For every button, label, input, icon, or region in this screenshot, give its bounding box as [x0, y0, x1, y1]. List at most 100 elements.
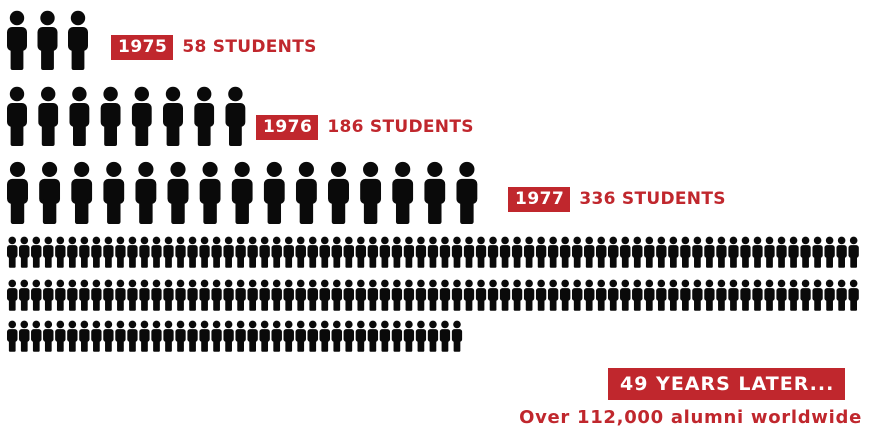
person-icon	[163, 86, 183, 146]
person-icon	[403, 320, 415, 352]
person-icon	[127, 320, 138, 352]
year-label-1976: 1976	[256, 115, 319, 140]
person-icon	[139, 320, 150, 352]
person-icon	[127, 236, 138, 268]
person-icon	[247, 236, 258, 268]
person-icon	[403, 279, 415, 311]
person-icon	[223, 236, 234, 268]
person-icon	[187, 236, 198, 268]
person-icon	[836, 279, 847, 311]
year-label-1977: 1977	[508, 187, 571, 212]
person-icon	[620, 279, 631, 311]
person-icon	[139, 236, 150, 268]
person-icon	[295, 236, 306, 268]
person-icon	[764, 279, 775, 311]
person-icon	[55, 320, 66, 352]
person-icon	[271, 320, 282, 352]
person-icon	[788, 279, 799, 311]
person-icon	[848, 236, 859, 268]
person-row-1976	[7, 86, 246, 146]
year-label-1975: 1975	[111, 35, 174, 60]
person-icon	[225, 86, 246, 146]
person-icon	[187, 279, 198, 311]
person-icon	[194, 86, 215, 146]
person-icon	[163, 279, 174, 311]
person-icon	[583, 279, 595, 311]
person-icon	[91, 236, 102, 268]
person-icon	[692, 279, 703, 311]
person-icon	[439, 279, 451, 311]
person-icon	[235, 320, 246, 352]
person-icon	[511, 236, 523, 268]
person-icon	[391, 320, 403, 352]
person-icon	[71, 161, 93, 224]
person-icon	[812, 279, 823, 311]
person-icon	[776, 236, 787, 268]
person-row-1975	[7, 10, 88, 70]
person-icon	[295, 161, 317, 224]
person-icon	[271, 236, 282, 268]
alumni-worldwide-text: Over 112,000 alumni worldwide	[519, 407, 862, 428]
person-icon	[379, 279, 391, 311]
person-icon	[263, 161, 285, 224]
person-icon	[127, 279, 138, 311]
person-icon	[67, 279, 78, 311]
person-icon	[716, 279, 727, 311]
person-icon	[668, 279, 679, 311]
person-icon	[571, 279, 583, 311]
person-icon	[19, 279, 30, 311]
person-icon	[31, 236, 42, 268]
person-icon	[187, 320, 198, 352]
person-icon	[608, 279, 619, 311]
person-icon	[824, 236, 835, 268]
person-icon	[68, 10, 88, 70]
person-icon	[463, 236, 475, 268]
person-icon	[415, 279, 427, 311]
person-icon	[487, 236, 499, 268]
person-icon	[151, 320, 162, 352]
person-icon	[776, 279, 787, 311]
count-label-1975: 58 STUDENTS	[182, 37, 317, 57]
person-icon	[283, 320, 294, 352]
person-icon	[427, 279, 439, 311]
person-icon	[163, 320, 174, 352]
person-row-alumni-3	[7, 320, 463, 352]
person-icon	[295, 279, 306, 311]
person-icon	[499, 236, 511, 268]
person-icon	[167, 161, 189, 224]
person-icon	[367, 320, 379, 352]
person-icon	[319, 320, 331, 352]
person-icon	[692, 236, 703, 268]
person-icon	[632, 279, 643, 311]
person-icon	[367, 236, 379, 268]
person-icon	[37, 10, 58, 70]
person-icon	[43, 236, 54, 268]
person-icon	[800, 236, 811, 268]
person-icon	[151, 236, 162, 268]
person-icon	[283, 236, 294, 268]
person-icon	[752, 236, 763, 268]
person-icon	[439, 236, 451, 268]
person-icon	[463, 279, 475, 311]
person-icon	[79, 236, 90, 268]
person-icon	[211, 320, 222, 352]
person-icon	[644, 236, 655, 268]
person-icon	[331, 279, 343, 311]
person-icon	[415, 236, 427, 268]
person-icon	[644, 279, 655, 311]
person-icon	[499, 279, 511, 311]
person-icon	[271, 279, 282, 311]
badge-1977: 1977 336 STUDENTS	[508, 187, 726, 212]
person-icon	[427, 236, 439, 268]
person-icon	[7, 161, 28, 224]
person-icon	[788, 236, 799, 268]
person-icon	[547, 279, 559, 311]
person-icon	[608, 236, 619, 268]
person-icon	[31, 279, 42, 311]
person-icon	[199, 236, 210, 268]
person-row-alumni-1	[7, 236, 859, 268]
person-icon	[103, 320, 114, 352]
person-icon	[451, 279, 463, 311]
person-icon	[439, 320, 451, 352]
person-icon	[55, 279, 66, 311]
